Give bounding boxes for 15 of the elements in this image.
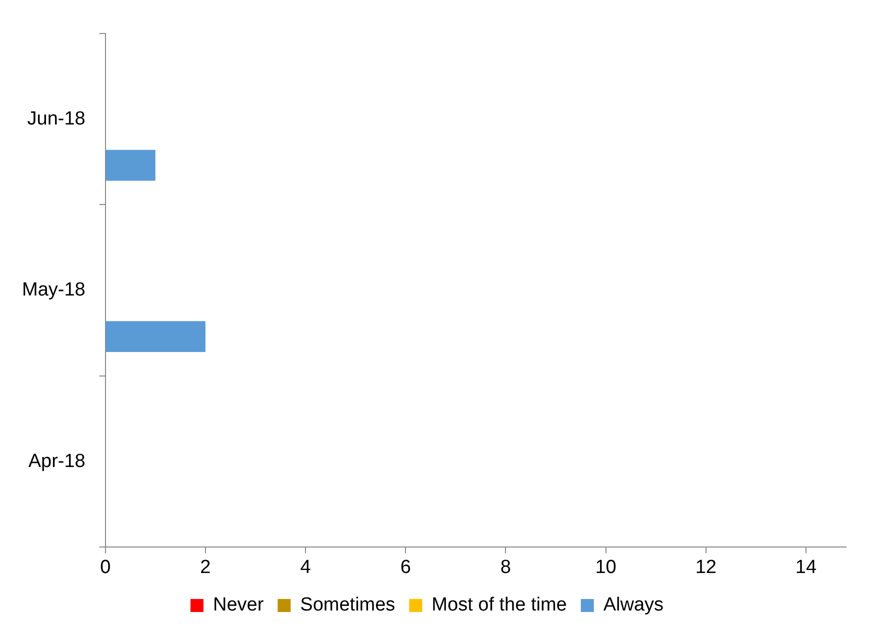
x-tick-label: 2 — [200, 556, 211, 578]
legend-label: Always — [603, 594, 664, 616]
legend-label: Most of the time — [432, 594, 567, 616]
x-tick-label: 0 — [100, 556, 111, 578]
legend-label: Never — [212, 594, 264, 616]
y-tick-label: Apr-18 — [28, 450, 86, 472]
x-tick-label: 12 — [695, 556, 716, 578]
x-tick-label: 4 — [300, 556, 312, 578]
x-tick-label: 8 — [500, 556, 511, 578]
y-tick-label: Jun-18 — [27, 108, 86, 130]
x-tick-label: 14 — [795, 556, 817, 578]
legend-label: Sometimes — [300, 594, 396, 616]
x-tick-label: 10 — [595, 556, 616, 578]
x-tick-label: 6 — [400, 556, 411, 578]
y-tick-label: May-18 — [22, 280, 86, 301]
